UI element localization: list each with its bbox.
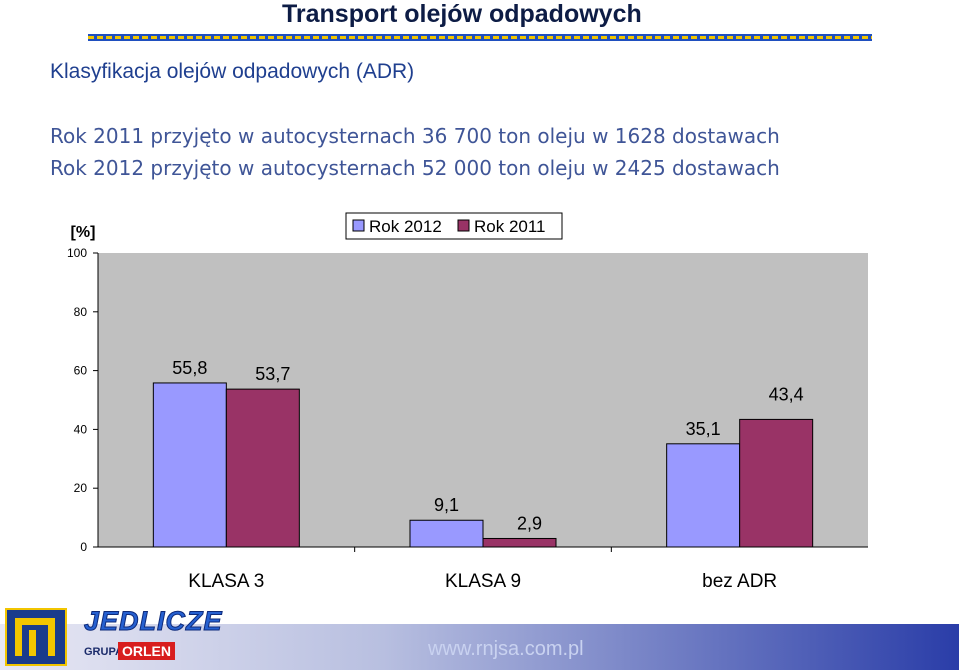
legend-swatch-2011 — [457, 219, 470, 232]
legend-box — [345, 212, 563, 240]
y-axis-title: [%] — [71, 224, 96, 241]
brand-name: JEDLICZE — [84, 606, 223, 637]
title-rule — [88, 34, 872, 41]
y-tick-label: 60 — [74, 364, 88, 378]
bar-2011 — [739, 418, 814, 548]
company-logo — [5, 608, 67, 666]
x-category-label: KLASA 9 — [445, 571, 521, 592]
group-brand: ORLEN — [118, 642, 175, 660]
y-tick-label: 40 — [74, 422, 88, 436]
y-tick-label: 20 — [74, 481, 88, 495]
bar-chart: 0 20 40 60 80 100 [%] 55,8 53,7 KLASA 3 9,1 2,9 KLAS… — [67, 212, 868, 592]
group-label: GRUPA — [84, 646, 123, 658]
legend-swatch-2012 — [352, 219, 365, 232]
legend-label-2011: Rok 2011 — [474, 217, 546, 236]
x-category-label: KLASA 3 — [188, 571, 264, 592]
x-category-label: bez ADR — [702, 571, 777, 592]
slide-title: Transport olejów odpadowych — [282, 0, 642, 28]
y-tick-label: 80 — [74, 305, 88, 319]
data-label: 43,4 — [769, 384, 804, 404]
data-label: 35,1 — [686, 419, 721, 439]
data-label: 53,7 — [255, 364, 290, 384]
bar-2012 — [409, 519, 484, 548]
bar-2012 — [152, 382, 227, 548]
data-label: 55,8 — [172, 358, 207, 378]
data-label: 2,9 — [517, 513, 542, 533]
stat-2011: Rok 2011 przyjęto w autocysternach 36 70… — [50, 124, 780, 148]
slide-subtitle: Klasyfikacja olejów odpadowych (ADR) — [50, 60, 415, 83]
y-tick-label: 0 — [80, 540, 87, 554]
footer: JEDLICZE GRUPA ORLEN www.rnjsa.com.pl — [0, 598, 959, 670]
website-link[interactable]: www.rnjsa.com.pl — [428, 638, 584, 660]
stat-2012: Rok 2012 przyjęto w autocysternach 52 00… — [50, 156, 780, 180]
bar-2011 — [482, 537, 557, 548]
legend-label-2012: Rok 2012 — [369, 217, 442, 236]
bar-2012 — [666, 443, 741, 548]
data-label: 9,1 — [434, 495, 459, 515]
bar-2011 — [225, 388, 300, 548]
y-tick-label: 100 — [67, 246, 87, 260]
